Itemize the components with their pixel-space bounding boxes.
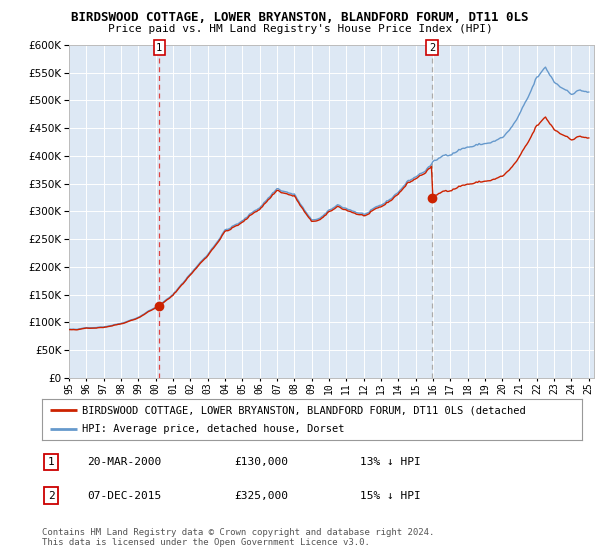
Text: £325,000: £325,000 (234, 491, 288, 501)
Text: BIRDSWOOD COTTAGE, LOWER BRYANSTON, BLANDFORD FORUM, DT11 0LS: BIRDSWOOD COTTAGE, LOWER BRYANSTON, BLAN… (71, 11, 529, 24)
Text: 2: 2 (47, 491, 55, 501)
Text: 20-MAR-2000: 20-MAR-2000 (87, 457, 161, 467)
Text: 15% ↓ HPI: 15% ↓ HPI (360, 491, 421, 501)
Text: Contains HM Land Registry data © Crown copyright and database right 2024.
This d: Contains HM Land Registry data © Crown c… (42, 528, 434, 547)
Text: 07-DEC-2015: 07-DEC-2015 (87, 491, 161, 501)
Text: HPI: Average price, detached house, Dorset: HPI: Average price, detached house, Dors… (83, 424, 345, 433)
Text: 13% ↓ HPI: 13% ↓ HPI (360, 457, 421, 467)
Text: 1: 1 (47, 457, 55, 467)
Text: 1: 1 (156, 43, 163, 53)
Text: BIRDSWOOD COTTAGE, LOWER BRYANSTON, BLANDFORD FORUM, DT11 0LS (detached: BIRDSWOOD COTTAGE, LOWER BRYANSTON, BLAN… (83, 405, 526, 415)
Text: Price paid vs. HM Land Registry's House Price Index (HPI): Price paid vs. HM Land Registry's House … (107, 24, 493, 34)
Text: £130,000: £130,000 (234, 457, 288, 467)
Text: 2: 2 (429, 43, 435, 53)
